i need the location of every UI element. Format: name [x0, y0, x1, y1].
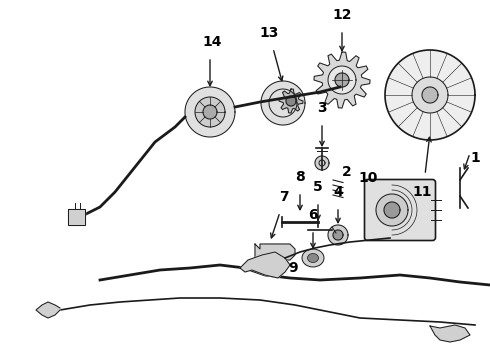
Polygon shape	[430, 325, 470, 342]
Polygon shape	[195, 97, 225, 127]
Polygon shape	[422, 87, 438, 103]
Ellipse shape	[302, 249, 324, 267]
Polygon shape	[314, 52, 370, 108]
Text: 3: 3	[317, 101, 327, 115]
Text: 11: 11	[412, 185, 432, 199]
Polygon shape	[185, 87, 235, 137]
Text: 6: 6	[308, 208, 318, 222]
Text: 13: 13	[259, 26, 279, 40]
Polygon shape	[412, 77, 448, 113]
Polygon shape	[68, 209, 85, 225]
Ellipse shape	[308, 253, 319, 262]
Text: 5: 5	[313, 180, 323, 194]
Polygon shape	[385, 50, 475, 140]
Text: 2: 2	[342, 165, 352, 179]
Text: 8: 8	[295, 170, 305, 184]
Polygon shape	[376, 194, 408, 226]
Polygon shape	[384, 202, 400, 218]
FancyBboxPatch shape	[365, 180, 436, 240]
Text: 9: 9	[288, 261, 297, 275]
Text: 10: 10	[358, 171, 377, 185]
Text: 4: 4	[333, 185, 343, 199]
Text: 14: 14	[202, 35, 222, 49]
Text: 7: 7	[279, 190, 289, 204]
Polygon shape	[36, 302, 60, 318]
Polygon shape	[279, 89, 303, 113]
Polygon shape	[315, 156, 329, 170]
Polygon shape	[335, 73, 349, 87]
Polygon shape	[203, 105, 217, 119]
Polygon shape	[255, 244, 295, 260]
Polygon shape	[333, 230, 343, 240]
Polygon shape	[261, 81, 305, 125]
Polygon shape	[328, 225, 348, 245]
Text: 1: 1	[470, 151, 480, 165]
Polygon shape	[328, 66, 356, 94]
Text: 12: 12	[332, 8, 352, 22]
Polygon shape	[286, 96, 296, 106]
Polygon shape	[240, 252, 290, 278]
